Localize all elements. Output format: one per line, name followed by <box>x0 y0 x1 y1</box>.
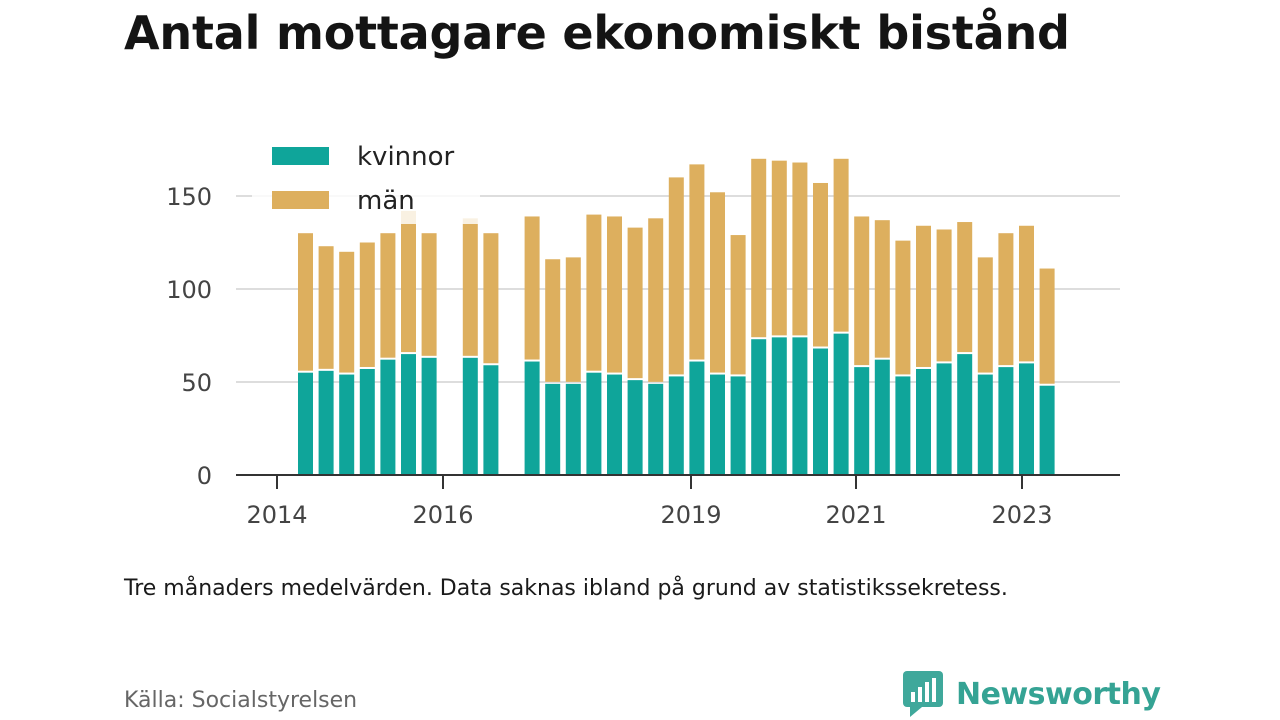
bar-man <box>401 210 416 353</box>
bar-man <box>668 177 684 375</box>
y-tick-label: 0 <box>197 462 212 490</box>
axes: 2014 2016 2019 2021 2023 <box>236 474 1120 529</box>
bar-kvinnor <box>627 380 643 475</box>
bar-kvinnor <box>1039 385 1055 475</box>
bar-kvinnor <box>1019 363 1034 475</box>
legend-label: män <box>357 186 415 216</box>
newsworthy-logo: Newsworthy <box>902 670 1161 718</box>
source-label: Källa: Socialstyrelsen <box>124 688 358 713</box>
bar-man <box>957 222 973 353</box>
bar-man <box>607 216 622 373</box>
y-tick-label: 50 <box>181 369 212 397</box>
bar-man <box>483 233 499 364</box>
bar-kvinnor <box>957 354 973 475</box>
bar-man <box>462 218 478 356</box>
bar-kvinnor <box>854 367 870 475</box>
bar-kvinnor <box>751 339 767 475</box>
bar-kvinnor <box>359 368 375 475</box>
bar-man <box>421 233 437 356</box>
bar-man <box>936 229 952 362</box>
bar-man <box>710 192 725 373</box>
bar-man <box>380 233 396 358</box>
x-tick-label: 2014 <box>246 501 307 529</box>
legend-label: kvinnor <box>357 142 455 172</box>
bar-man <box>689 164 705 360</box>
bar-man <box>1019 225 1034 362</box>
chart-note: Tre månaders medelvärden. Data saknas ib… <box>124 576 1008 601</box>
bar-kvinnor <box>792 337 808 475</box>
bar-kvinnor <box>339 374 355 475</box>
bar-man <box>318 246 334 369</box>
bar-kvinnor <box>710 374 725 475</box>
bar-man <box>916 225 931 367</box>
bar-man <box>751 158 767 338</box>
x-tick-label: 2019 <box>660 501 721 529</box>
bar-kvinnor <box>998 367 1014 475</box>
bar-kvinnor <box>462 357 478 475</box>
bar-kvinnor <box>977 374 993 475</box>
bar-man <box>545 259 561 382</box>
brand-name: Newsworthy <box>956 676 1161 712</box>
bar-man <box>833 158 849 332</box>
bar-kvinnor <box>401 354 416 475</box>
bar-man <box>792 162 808 336</box>
bar-man <box>813 182 828 347</box>
bar-kvinnor <box>895 376 911 475</box>
bar-kvinnor <box>936 363 952 475</box>
bar-man <box>874 220 890 358</box>
bar-kvinnor <box>689 361 705 475</box>
bar-man <box>854 216 870 366</box>
bar-kvinnor <box>318 370 334 475</box>
bar-kvinnor <box>874 359 890 475</box>
bar-kvinnor <box>607 374 622 475</box>
bar-kvinnor <box>483 365 499 475</box>
newsworthy-chat-bars-icon <box>903 671 943 717</box>
bar-kvinnor <box>298 372 313 475</box>
bar-man <box>339 251 355 373</box>
bar-man <box>648 218 664 382</box>
y-tick-label: 100 <box>166 276 212 304</box>
y-tick-label: 150 <box>166 183 212 211</box>
bar-kvinnor <box>421 357 437 475</box>
bar-kvinnor <box>833 333 849 475</box>
bar-kvinnor <box>771 337 787 475</box>
bar-kvinnor <box>380 359 396 475</box>
bars <box>298 158 1055 475</box>
chart-title: Antal mottagare ekonomiskt bistånd <box>124 6 1070 60</box>
bar-kvinnor <box>648 383 664 475</box>
bar-kvinnor <box>586 372 602 475</box>
bar-man <box>1039 268 1055 384</box>
x-tick-label: 2016 <box>412 501 473 529</box>
bar-kvinnor <box>916 368 931 475</box>
legend-swatch <box>272 191 329 209</box>
bar-kvinnor <box>524 361 540 475</box>
x-tick-label: 2023 <box>991 501 1052 529</box>
bar-kvinnor <box>545 383 561 475</box>
bar-kvinnor <box>813 348 828 475</box>
bar-man <box>998 233 1014 366</box>
legend: kvinnor män <box>252 128 480 224</box>
bar-man <box>586 214 602 371</box>
legend-swatch <box>272 147 329 165</box>
bar-man <box>627 227 643 379</box>
bar-man <box>298 233 313 371</box>
stacked-bar-chart: 0 50 100 150 2014 2016 2019 2021 2023 kvinnor mä… <box>166 128 1120 529</box>
bar-man <box>771 160 787 336</box>
bar-man <box>524 216 540 360</box>
bar-kvinnor <box>668 376 684 475</box>
bar-man <box>565 257 581 382</box>
bar-kvinnor <box>565 383 581 475</box>
bar-man <box>895 240 911 375</box>
bar-man <box>730 235 746 375</box>
x-tick-label: 2021 <box>825 501 886 529</box>
bar-man <box>977 257 993 373</box>
bar-man <box>359 242 375 367</box>
bar-kvinnor <box>730 376 746 475</box>
